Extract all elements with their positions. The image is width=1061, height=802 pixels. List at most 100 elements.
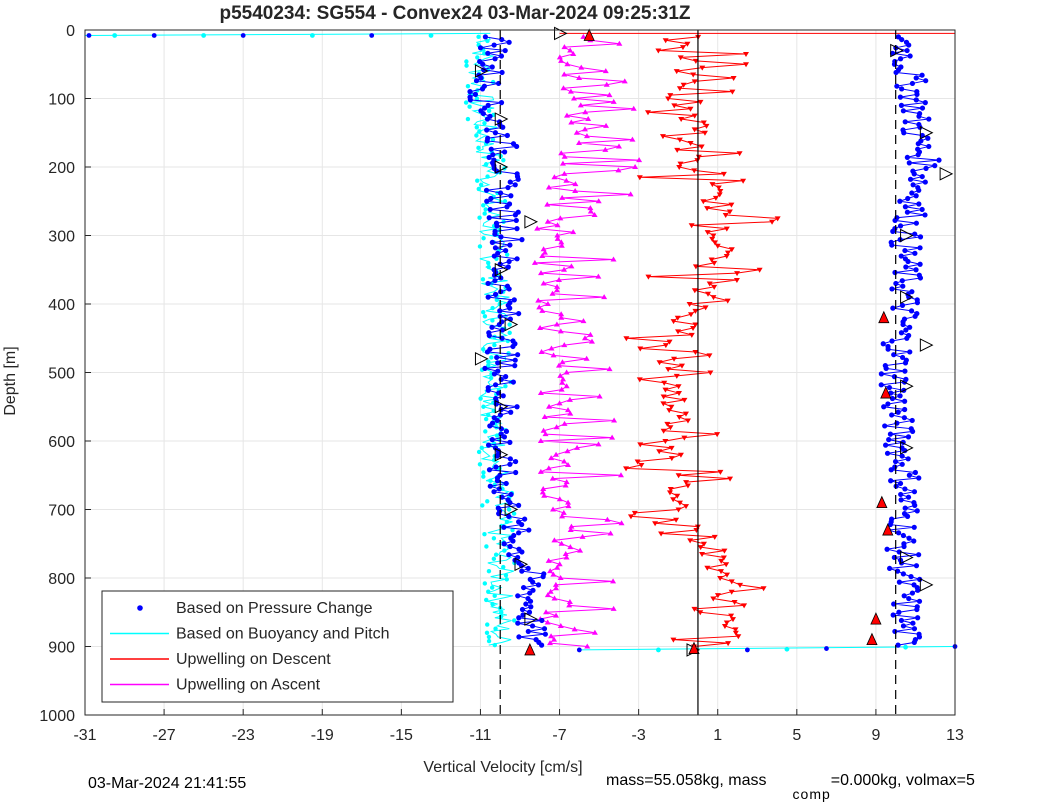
pressure-point [892,217,898,224]
buoyancy-point [482,51,487,56]
buoyancy-point [488,375,494,381]
pressure-point [520,612,526,618]
marker-layer [474,26,954,657]
pressure-point [508,193,514,199]
x-tick-label: -3 [632,727,646,744]
descent-marker [704,565,711,571]
buoyancy-point [474,125,479,130]
buoyancy-point [482,531,487,537]
ascent-marker [560,509,567,515]
descent-marker [677,452,684,458]
pressure-point [910,182,916,188]
descent-marker [723,254,730,260]
ascent-marker [602,68,609,74]
ascent-marker [541,492,548,498]
descent-marker [637,442,644,448]
pressure-point [897,94,903,100]
pressure-point [489,324,495,330]
pressure-point [889,395,896,402]
bottom-point [744,647,750,653]
ascent-marker [615,143,622,149]
pressure-point [900,623,907,629]
pressure-point [913,75,919,81]
descent-marker [688,223,695,229]
ascent-marker [554,232,561,238]
pressure-point [525,628,531,635]
buoyancy-point [490,137,496,142]
pressure-point [899,278,905,284]
footer-mass: mass=55.058kg, mass comp=0.000kg, volmax=… [606,772,975,802]
pressure-point [494,417,500,424]
descent-marker [717,188,724,194]
buoyancy-point [481,474,486,479]
pressure-point [482,34,489,40]
ascent-marker [568,263,575,269]
triangle-marker [900,290,914,304]
descent-marker [652,521,659,527]
ascent-marker [563,554,570,560]
pressure-point [498,53,505,59]
descent-marker [666,408,673,414]
x-tick-label: 1 [713,727,722,744]
ascent-marker [545,184,552,190]
pressure-point [485,294,491,300]
descent-marker [727,476,734,482]
pressure-point [497,308,503,314]
ascent-marker [582,109,589,115]
pressure-point [916,475,922,481]
descent-marker [695,154,702,160]
descent-marker [711,534,718,540]
descent-marker [729,617,736,623]
buoyancy-point [483,429,488,434]
pressure-point [519,237,525,243]
pressure-point [905,195,911,202]
descent-marker [728,247,735,253]
pressure-point [906,472,912,478]
ascent-marker [617,472,624,478]
pressure-point [467,97,473,103]
descent-marker [656,449,663,455]
ascent-marker [565,499,572,505]
pressure-point [917,275,924,281]
pressure-point [514,143,520,150]
descent-marker [660,394,667,400]
ascent-marker [550,571,557,577]
x-tick-label: 9 [871,727,880,744]
pressure-point [898,491,904,498]
buoyancy-point [477,244,483,249]
pressure-point [902,360,909,366]
pressure-point [496,486,502,492]
buoyancy-point [491,556,497,562]
ascent-marker [562,551,569,557]
pressure-point [506,286,512,292]
descent-marker [638,462,645,468]
buoyancy-point [484,544,489,549]
pressure-point [903,327,909,333]
pressure-point [902,398,908,404]
ascent-marker [609,434,616,440]
descent-marker [662,387,669,393]
y-tick-label: 0 [66,23,75,40]
descent-marker [670,319,677,325]
buoyancy-point [510,527,515,533]
pressure-point [472,91,479,97]
ascent-marker [567,410,574,416]
pressure-point [488,195,494,202]
buoyancy-point [475,178,480,183]
ascent-marker [551,537,558,543]
pressure-point [535,582,542,588]
buoyancy-point [494,433,500,438]
descent-marker [721,623,728,629]
pressure-point [900,108,906,114]
ascent-marker [563,479,570,485]
ascent-marker [543,609,550,615]
descent-marker [728,589,735,595]
pressure-point [898,253,904,259]
pressure-point [904,47,910,54]
pressure-point [917,261,923,267]
pressure-point [916,598,923,604]
chart-title: p5540234: SG554 - Convex24 03-Mar-2024 0… [219,3,690,24]
pressure-point [907,324,913,330]
descent-marker [697,610,704,616]
